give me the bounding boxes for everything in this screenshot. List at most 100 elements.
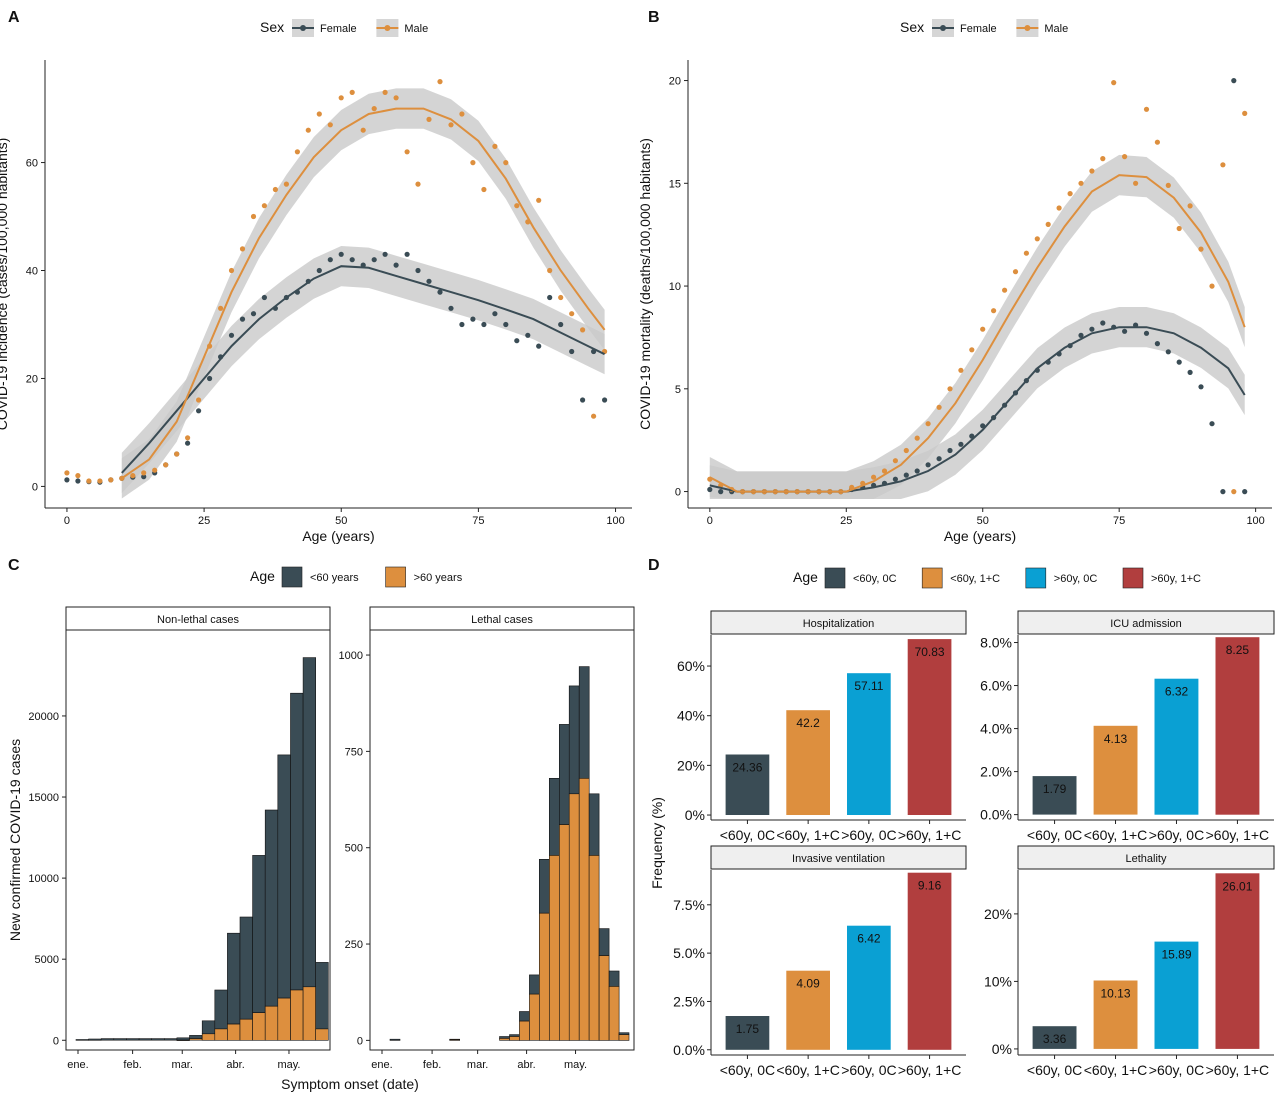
y-tick-label: 7.5% xyxy=(673,897,705,913)
data-point-male xyxy=(283,181,289,187)
smooth-line-male xyxy=(709,174,1246,493)
data-point-female xyxy=(481,321,487,328)
data-point-female xyxy=(371,257,377,263)
frequency-bar xyxy=(786,970,830,1050)
bar-over-60 xyxy=(315,1028,329,1041)
data-point-male xyxy=(492,143,498,149)
bar-under-60 xyxy=(164,1038,178,1041)
data-point-female xyxy=(580,397,586,403)
data-point-male xyxy=(1143,106,1150,112)
data-point-male xyxy=(261,203,267,209)
data-point-female xyxy=(228,332,235,338)
legend-title: Sex xyxy=(260,19,284,35)
data-point-female xyxy=(1187,369,1193,375)
y-tick-label: 250 xyxy=(345,939,363,951)
y-tick-label: 15 xyxy=(669,178,681,190)
data-point-male xyxy=(415,181,421,187)
data-point-male xyxy=(470,160,476,166)
bar-value-label: 70.83 xyxy=(915,645,945,659)
data-point-male xyxy=(382,89,388,95)
data-point-female xyxy=(536,343,542,349)
data-point-female xyxy=(185,440,191,446)
data-point-female xyxy=(503,321,509,328)
bar-under-60 xyxy=(290,692,304,991)
bar-over-60 xyxy=(214,1028,228,1041)
x-tick-label: 100 xyxy=(1246,515,1264,527)
data-point-male xyxy=(591,413,597,419)
facet-strip xyxy=(710,610,967,635)
data-point-male xyxy=(1187,203,1193,209)
bar-value-label: 15.89 xyxy=(1161,948,1191,962)
legend-title: Age xyxy=(793,569,818,585)
x-tick-label: 25 xyxy=(198,515,210,527)
data-point-male xyxy=(1034,236,1040,242)
data-point-male xyxy=(174,451,180,457)
confidence-band-male xyxy=(121,88,605,499)
bar-over-60 xyxy=(252,1012,266,1041)
data-point-male xyxy=(272,186,278,193)
legend-key-2 xyxy=(1025,567,1047,589)
data-point-female xyxy=(1122,328,1128,334)
y-tick-label: 60 xyxy=(26,158,38,170)
data-point-male xyxy=(980,326,986,332)
y-tick-label: 0.0% xyxy=(673,1042,705,1058)
y-tick-label: 2.0% xyxy=(980,764,1012,780)
bar-over-60 xyxy=(449,1039,461,1041)
data-point-male xyxy=(481,186,487,193)
bar-over-60 xyxy=(227,1023,241,1041)
data-point-male xyxy=(426,116,432,122)
frequency-bar xyxy=(907,872,952,1050)
data-point-female xyxy=(437,289,443,295)
data-point-female xyxy=(1078,332,1084,338)
bar-under-60 xyxy=(138,1038,153,1041)
data-point-male xyxy=(892,458,899,464)
data-point-male xyxy=(569,311,575,317)
y-tick-label: 4.0% xyxy=(980,721,1012,737)
data-point-female xyxy=(602,397,608,403)
data-point-female xyxy=(404,251,410,257)
bar-over-60 xyxy=(608,986,620,1041)
facet-strip xyxy=(1017,610,1275,635)
bar-under-60 xyxy=(608,970,620,987)
x-tick-label: <60y, 1+C xyxy=(1084,1062,1148,1078)
frequency-bar xyxy=(1215,637,1260,815)
data-point-male xyxy=(360,127,366,133)
data-point-male xyxy=(327,122,333,128)
data-point-female xyxy=(316,267,322,274)
data-point-female xyxy=(250,311,257,317)
x-tick-label: mar. xyxy=(467,1059,488,1071)
data-point-male xyxy=(393,95,399,101)
data-point-male xyxy=(1089,168,1095,174)
x-tick-label: 75 xyxy=(472,515,484,527)
bar-value-label: 8.25 xyxy=(1226,643,1250,657)
data-point-male xyxy=(1165,182,1171,188)
bar-value-label: 6.42 xyxy=(857,932,881,946)
bar-value-label: 57.11 xyxy=(854,679,883,693)
x-tick-label: >60y, 1+C xyxy=(1206,827,1270,843)
x-tick-label: <60y, 1+C xyxy=(1084,827,1148,843)
data-point-female xyxy=(547,294,553,301)
data-point-female xyxy=(239,316,246,322)
legend-label-3: >60y, 1+C xyxy=(1151,573,1201,585)
data-point-female xyxy=(1242,489,1248,495)
data-point-male xyxy=(1198,246,1204,252)
frequency-bar xyxy=(725,1016,770,1050)
bar-under-60 xyxy=(189,1035,203,1039)
x-tick-label: abr. xyxy=(517,1059,535,1071)
legend-title: Age xyxy=(250,568,275,584)
frequency-bar xyxy=(725,754,770,815)
panel-c-onset-histogram: Age <60 years >60 years Symptom onset (date… xyxy=(7,566,635,1092)
legend-label-0: Female xyxy=(960,23,997,35)
smooth-line-female xyxy=(121,265,606,474)
data-point-female xyxy=(1220,489,1226,495)
data-point-female xyxy=(947,447,953,454)
bar-over-60 xyxy=(558,824,570,1041)
data-point-male xyxy=(196,397,202,403)
data-point-male xyxy=(239,246,246,252)
x-tick-label: feb. xyxy=(423,1059,441,1071)
facet-title: Invasive ventilation xyxy=(792,853,885,865)
data-point-male xyxy=(448,122,454,128)
legend-label-1: Male xyxy=(1044,23,1068,35)
data-point-male xyxy=(1078,180,1084,186)
